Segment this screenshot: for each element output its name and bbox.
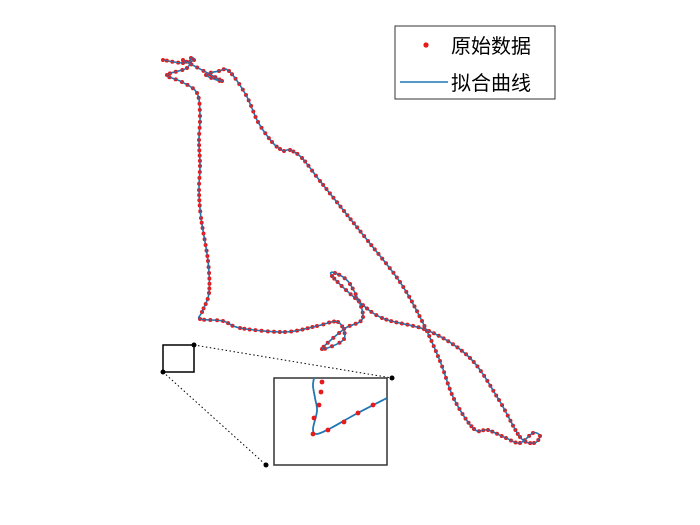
legend-label-points: 原始数据 xyxy=(451,34,531,58)
inset-fitted-curve xyxy=(312,378,387,435)
inset-frame xyxy=(273,377,388,466)
inset-data-point xyxy=(319,379,325,385)
legend-marker-points xyxy=(423,42,429,48)
connector-dot xyxy=(191,342,197,348)
zoom-annotation xyxy=(160,342,395,468)
inset-data-point xyxy=(318,389,324,395)
connector-dot xyxy=(263,462,269,468)
connector-dot xyxy=(160,369,166,375)
inset-data-point xyxy=(341,419,347,425)
connector-line-bottom xyxy=(162,371,267,466)
inset-data-point xyxy=(316,402,322,408)
inset-data-point xyxy=(325,427,331,433)
main-plot xyxy=(161,56,542,446)
zoom-source-box xyxy=(162,344,195,373)
inset-data-points xyxy=(310,379,376,437)
inset-data-point xyxy=(370,402,376,408)
inset-data-point xyxy=(310,431,316,437)
connector-line-top xyxy=(193,344,393,379)
inset-data-point xyxy=(311,415,317,421)
fitted-curve-overlay xyxy=(162,57,541,444)
data-points-group xyxy=(161,56,542,446)
connector-dot xyxy=(389,375,395,381)
inset-data-point xyxy=(355,410,361,416)
legend-label-line: 拟合曲线 xyxy=(451,71,531,95)
legend-box xyxy=(394,25,556,100)
legend: 原始数据 拟合曲线 xyxy=(394,25,556,100)
